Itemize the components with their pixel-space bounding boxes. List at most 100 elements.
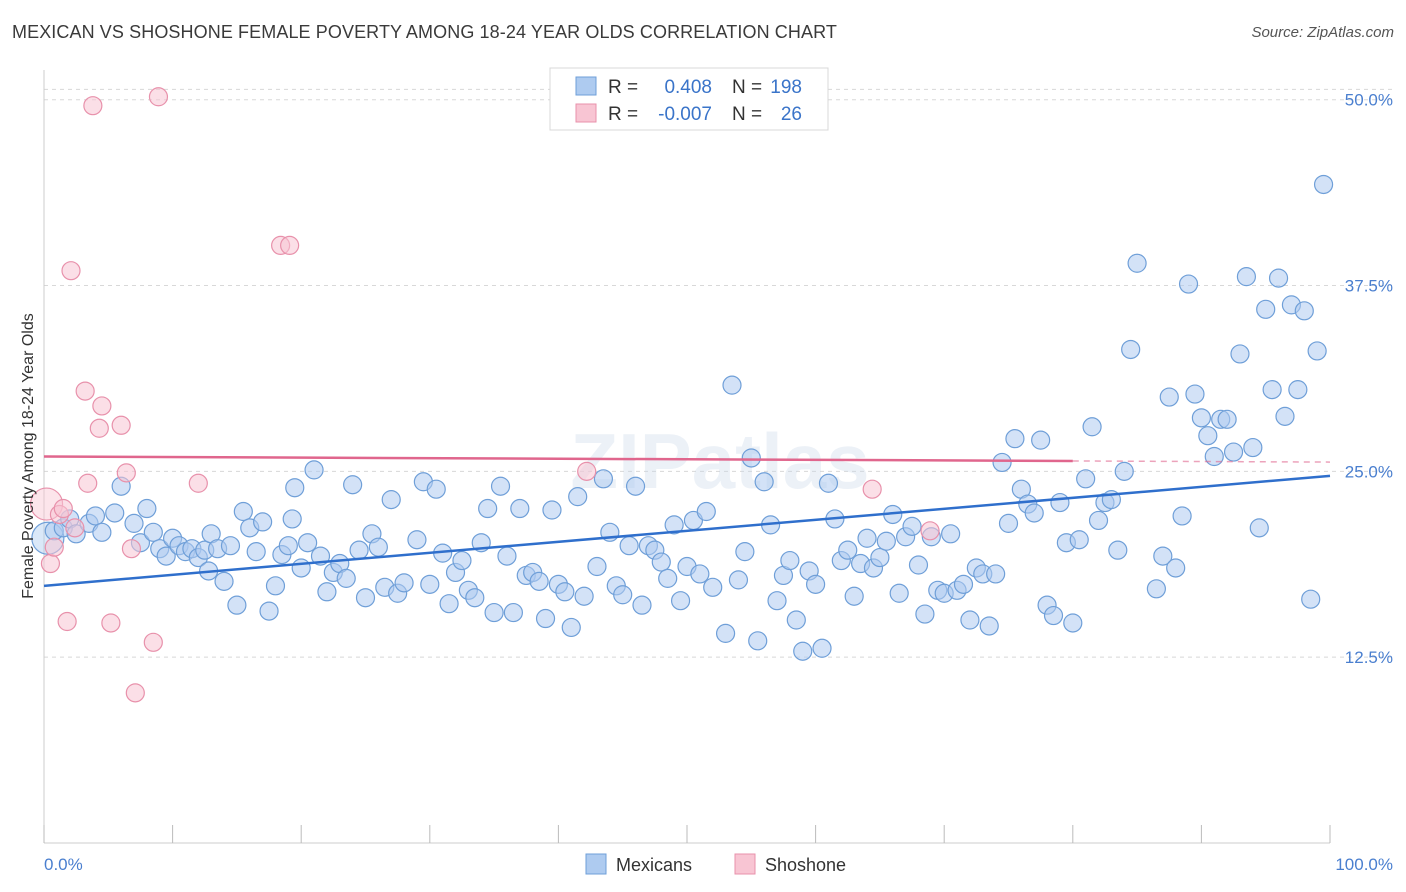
scatter-point [510, 498, 530, 519]
source-label: Source: ZipAtlas.com [1251, 24, 1394, 41]
scatter-point [1185, 384, 1205, 404]
scatter-point [1198, 426, 1218, 446]
legend-r-label-2: R = [608, 104, 638, 125]
scatter-point [125, 683, 145, 703]
scatter-point [246, 542, 266, 562]
scatter-point [1243, 437, 1263, 458]
scatter-point [992, 452, 1012, 473]
scatter-point [780, 550, 800, 571]
scatter-point [349, 540, 369, 560]
scatter-point [407, 530, 427, 550]
scatter-point [1153, 546, 1173, 566]
legend-r-value-1: 0.408 [664, 77, 712, 98]
scatter-point [812, 638, 832, 658]
scatter-point [561, 617, 581, 638]
scatter-point [953, 574, 974, 594]
scatter-point [280, 235, 300, 256]
scatter-point [577, 461, 597, 481]
scatter-point [44, 537, 64, 557]
scatter-point [233, 501, 253, 522]
grid-lines [44, 88, 1393, 658]
x-tick-label-min: 0.0% [44, 855, 83, 874]
scatter-point [89, 418, 109, 438]
scatter-point [1294, 301, 1314, 321]
mexicans-trend-line [43, 474, 1331, 588]
scatter-point [535, 608, 556, 629]
scatter-point [870, 547, 890, 568]
scatter-point [748, 631, 768, 651]
scatter-point [1076, 469, 1096, 489]
scatter-point [625, 476, 646, 496]
scatter-point [143, 632, 163, 652]
scatter-point [121, 539, 142, 559]
scatter-point [439, 594, 459, 614]
scatter-point [1230, 344, 1250, 364]
scatter-point [613, 585, 633, 605]
y-tick-label: 12.5% [1345, 648, 1393, 667]
chart-title: MEXICAN VS SHOSHONE FEMALE POVERTY AMONG… [12, 22, 837, 42]
scatter-point [291, 558, 311, 578]
scatter-point [555, 582, 575, 602]
scatter-point [1223, 442, 1244, 462]
shoshone-points [29, 87, 940, 703]
bottom-legend-label-shoshone: Shoshone [765, 855, 846, 875]
scatter-point [137, 498, 157, 519]
scatter-point [805, 574, 826, 594]
scatter-point [979, 616, 999, 636]
legend-swatch-mexicans [575, 76, 597, 96]
scatter-point [92, 396, 112, 416]
scatter-point [116, 463, 136, 483]
scatter-point [1121, 339, 1141, 360]
legend-r-value-2: -0.007 [658, 104, 712, 125]
scatter-point [568, 487, 588, 507]
scatter-point [1256, 299, 1276, 319]
scatter-point [220, 536, 241, 556]
scatter-point [105, 503, 125, 523]
scatter-point [285, 478, 305, 498]
scatter-point [690, 564, 710, 584]
scatter-point [960, 610, 980, 630]
scatter-point [587, 556, 607, 577]
scatter-point [265, 576, 286, 596]
scatter-point [529, 571, 549, 591]
scatter-point [1249, 518, 1269, 538]
scatter-point [857, 528, 877, 548]
scatter-point [651, 552, 671, 572]
scatter-point [426, 479, 446, 499]
scatter-point [1288, 380, 1308, 400]
scatter-point [1275, 406, 1295, 426]
scatter-point [1043, 605, 1064, 626]
legend-n-value-2: 26 [781, 104, 802, 125]
scatter-point [722, 375, 742, 395]
scatter-point [1159, 387, 1179, 407]
scatter-point [876, 531, 896, 551]
scatter-point [1114, 461, 1134, 481]
scatter-point [394, 573, 414, 593]
scatter-point [336, 568, 356, 588]
legend-r-label-1: R = [608, 77, 638, 98]
legend-n-label-2: N = [732, 104, 762, 125]
scatter-point [793, 641, 813, 661]
scatter-point [941, 524, 961, 544]
scatter-point [670, 591, 691, 611]
scatter-point [1063, 613, 1083, 633]
scatter-point [259, 601, 279, 621]
scatter-point [1050, 492, 1070, 513]
scatter-point [188, 473, 208, 493]
trend-lines [43, 455, 1331, 588]
scatter-point [1236, 267, 1257, 287]
scatter-point [83, 96, 103, 116]
scatter-point [253, 512, 273, 532]
scatter-point [355, 588, 376, 608]
scatter-point [1069, 530, 1089, 550]
scatter-point [767, 591, 787, 611]
scatter-point [632, 595, 652, 615]
scatter-point [65, 518, 85, 538]
scatter-point [1268, 268, 1289, 288]
scatter-point [1262, 380, 1282, 400]
scatter-point [1166, 558, 1186, 578]
scatter-point [998, 513, 1019, 533]
scatter-point [484, 602, 504, 623]
scatter-point [741, 448, 761, 468]
